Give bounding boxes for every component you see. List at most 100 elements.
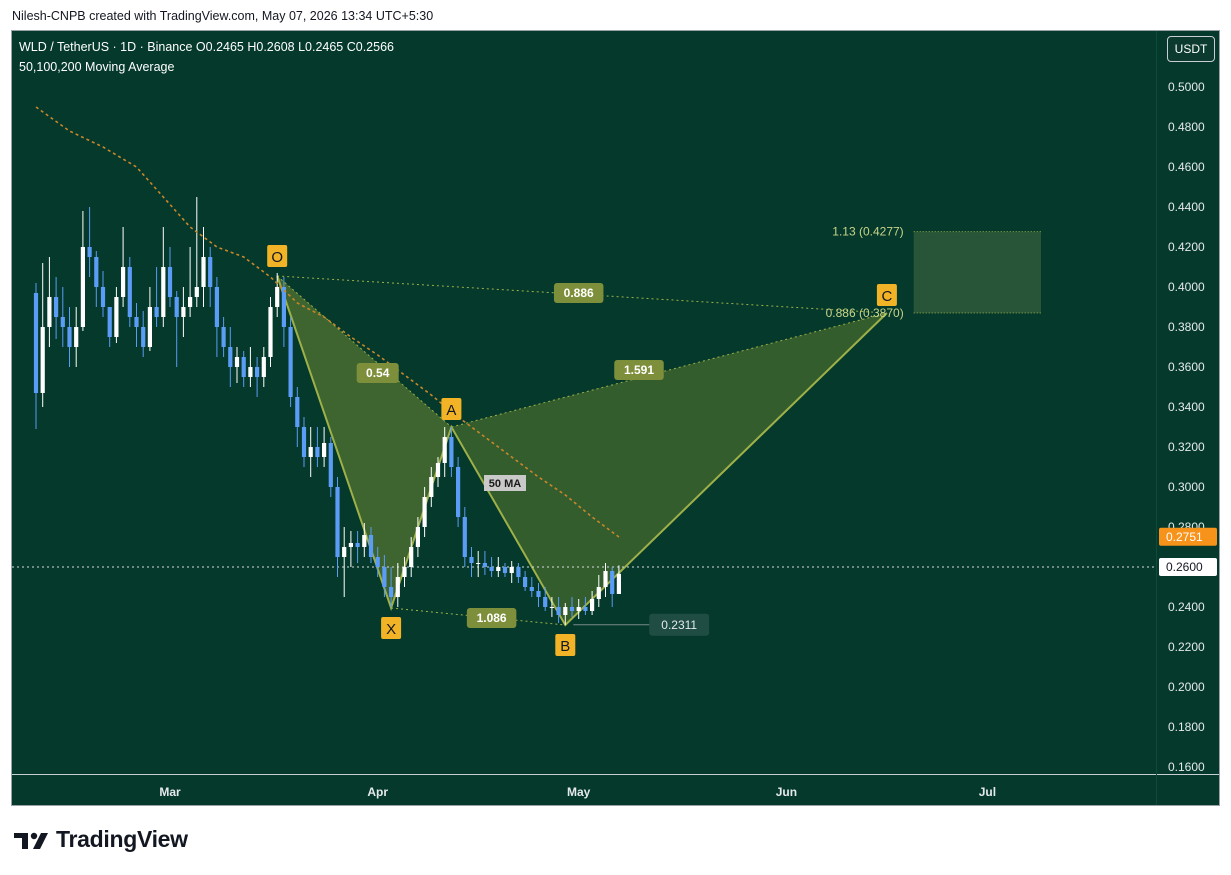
- candle: [569, 597, 575, 617]
- candle: [308, 427, 313, 477]
- current-price-tag-label: 0.2600: [1166, 560, 1203, 574]
- candle: [536, 583, 541, 607]
- candle-body: [469, 557, 474, 563]
- last-price-tag-label: 0.2751: [1166, 530, 1203, 544]
- candle-body: [214, 287, 219, 327]
- candle: [429, 467, 434, 507]
- price-tick-label: 0.4600: [1168, 160, 1205, 174]
- candle: [342, 527, 347, 597]
- candle: [523, 571, 528, 591]
- currency-button[interactable]: USDT: [1167, 36, 1215, 62]
- candle-body: [308, 447, 313, 457]
- price-tick-label: 0.5000: [1168, 80, 1205, 94]
- b-level-tag: 0.2311: [661, 618, 697, 632]
- candle-body: [201, 257, 206, 287]
- candle-body: [576, 607, 581, 611]
- candle: [161, 227, 166, 327]
- ma50-label: 50 MA: [489, 478, 521, 490]
- candle-body: [583, 607, 588, 611]
- moving-average-legend[interactable]: 50,100,200 Moving Average: [19, 60, 175, 74]
- candle: [234, 347, 240, 383]
- candle-body: [322, 443, 327, 457]
- candle: [167, 247, 173, 307]
- candle: [489, 557, 494, 577]
- candle-body: [523, 577, 528, 587]
- candle-body: [87, 247, 92, 257]
- candle: [315, 427, 320, 467]
- candle-body: [509, 567, 514, 573]
- candle-body: [489, 567, 494, 571]
- candle-body: [328, 443, 333, 487]
- price-tick-label: 0.4000: [1168, 280, 1205, 294]
- candle: [214, 277, 219, 357]
- candle: [529, 577, 534, 597]
- candle-body: [268, 307, 273, 357]
- symbol-ohlc-legend[interactable]: WLD / TetherUS · 1D · Binance O0.2465 H0…: [19, 40, 394, 54]
- pattern-abc-triangle: [451, 313, 887, 625]
- candle: [442, 427, 447, 477]
- candle-body: [516, 567, 521, 577]
- candle-body: [40, 327, 45, 393]
- candle: [288, 317, 293, 407]
- candle: [87, 207, 92, 277]
- candle-body: [221, 327, 226, 347]
- pattern-point-label: A: [446, 402, 456, 419]
- candle: [502, 563, 508, 577]
- candle: [194, 197, 199, 307]
- price-tick-label: 0.4200: [1168, 240, 1205, 254]
- candle-body: [94, 257, 99, 287]
- candle: [583, 597, 588, 615]
- candle: [590, 591, 595, 615]
- price-tick-label: 0.4400: [1168, 200, 1205, 214]
- candle: [107, 307, 112, 347]
- candle: [80, 211, 85, 331]
- candle: [47, 257, 52, 347]
- candle: [134, 303, 139, 347]
- time-tick-label: Jun: [776, 785, 797, 799]
- candle-body: [335, 487, 340, 557]
- time-tick-label: May: [567, 785, 591, 799]
- candle-body: [603, 571, 608, 587]
- candle: [174, 291, 179, 367]
- tradingview-brand[interactable]: TradingView: [12, 826, 188, 853]
- candle-body: [194, 287, 199, 297]
- candle-body: [228, 347, 233, 367]
- candle-body: [295, 397, 300, 427]
- price-tick-label: 0.3000: [1168, 480, 1205, 494]
- candle-body: [174, 297, 179, 317]
- candle-body: [181, 307, 186, 317]
- candle-body: [342, 547, 347, 557]
- candle-body: [141, 327, 146, 347]
- candle-body: [429, 477, 434, 497]
- candle: [516, 563, 521, 583]
- candle: [127, 257, 132, 327]
- candle: [469, 547, 474, 577]
- candle-body: [610, 571, 615, 594]
- candle: [556, 597, 561, 623]
- candle: [268, 297, 273, 367]
- candle: [355, 531, 360, 563]
- candle: [261, 347, 266, 387]
- candle: [435, 457, 441, 487]
- candle-body: [556, 607, 561, 615]
- candle: [389, 567, 394, 607]
- plot-background: [12, 31, 1156, 774]
- candle: [409, 537, 414, 577]
- candle: [221, 317, 226, 357]
- candle: [228, 327, 233, 387]
- candle: [563, 603, 568, 625]
- ratio-label-box: [553, 283, 604, 303]
- candle: [576, 599, 581, 619]
- candle-body: [234, 357, 240, 367]
- candle-body: [275, 287, 280, 307]
- pattern-ratio-line: [276, 275, 452, 428]
- candle: [201, 227, 206, 307]
- candle-body: [161, 267, 166, 317]
- candle-body: [60, 317, 65, 327]
- candle-body: [596, 587, 601, 599]
- candle-body: [496, 567, 501, 571]
- candle-body: [395, 577, 400, 597]
- candle: [402, 557, 407, 587]
- candle-body: [114, 297, 119, 337]
